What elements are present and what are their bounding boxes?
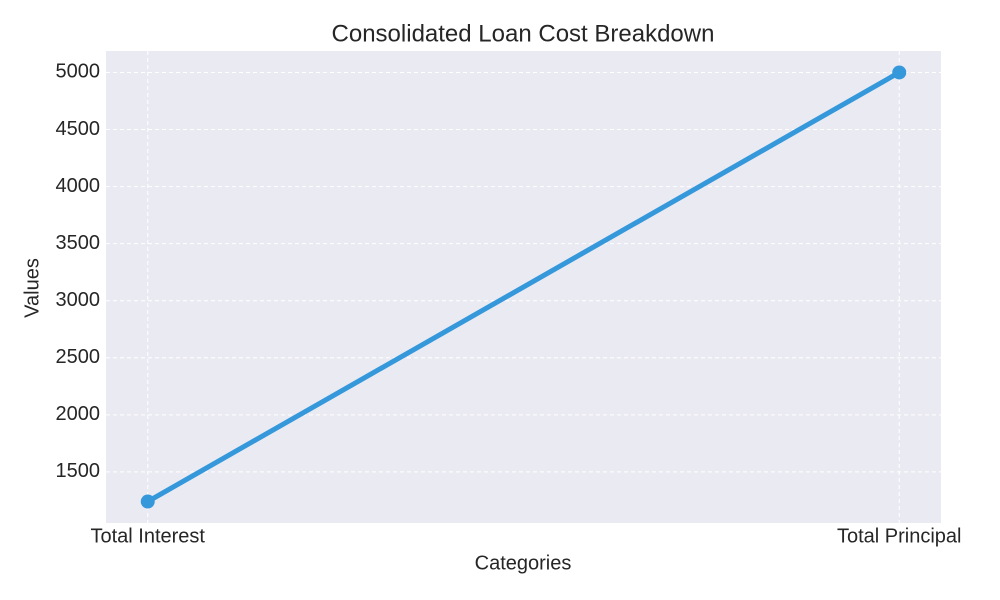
point — [892, 65, 907, 80]
y-tick-label: 2000 — [56, 403, 101, 425]
y-tick-label: 3000 — [56, 289, 101, 311]
y-axis-label: Values — [21, 258, 43, 318]
x-tick-label: Total Principal — [837, 525, 962, 547]
y-tick-label: 4000 — [56, 175, 101, 197]
x-axis-label: Categories — [475, 552, 572, 574]
line — [145, 69, 902, 505]
y-tick-label: 4500 — [56, 118, 101, 140]
chart-title: Consolidated Loan Cost Breakdown — [332, 20, 715, 47]
point — [140, 494, 155, 509]
y-tick-label: 3500 — [56, 232, 101, 254]
y-tick-label: 1500 — [56, 460, 101, 482]
y-tick-label: 5000 — [56, 61, 101, 83]
y-tick-label: 2500 — [56, 346, 101, 368]
x-tick-label: Total Interest — [90, 525, 205, 547]
